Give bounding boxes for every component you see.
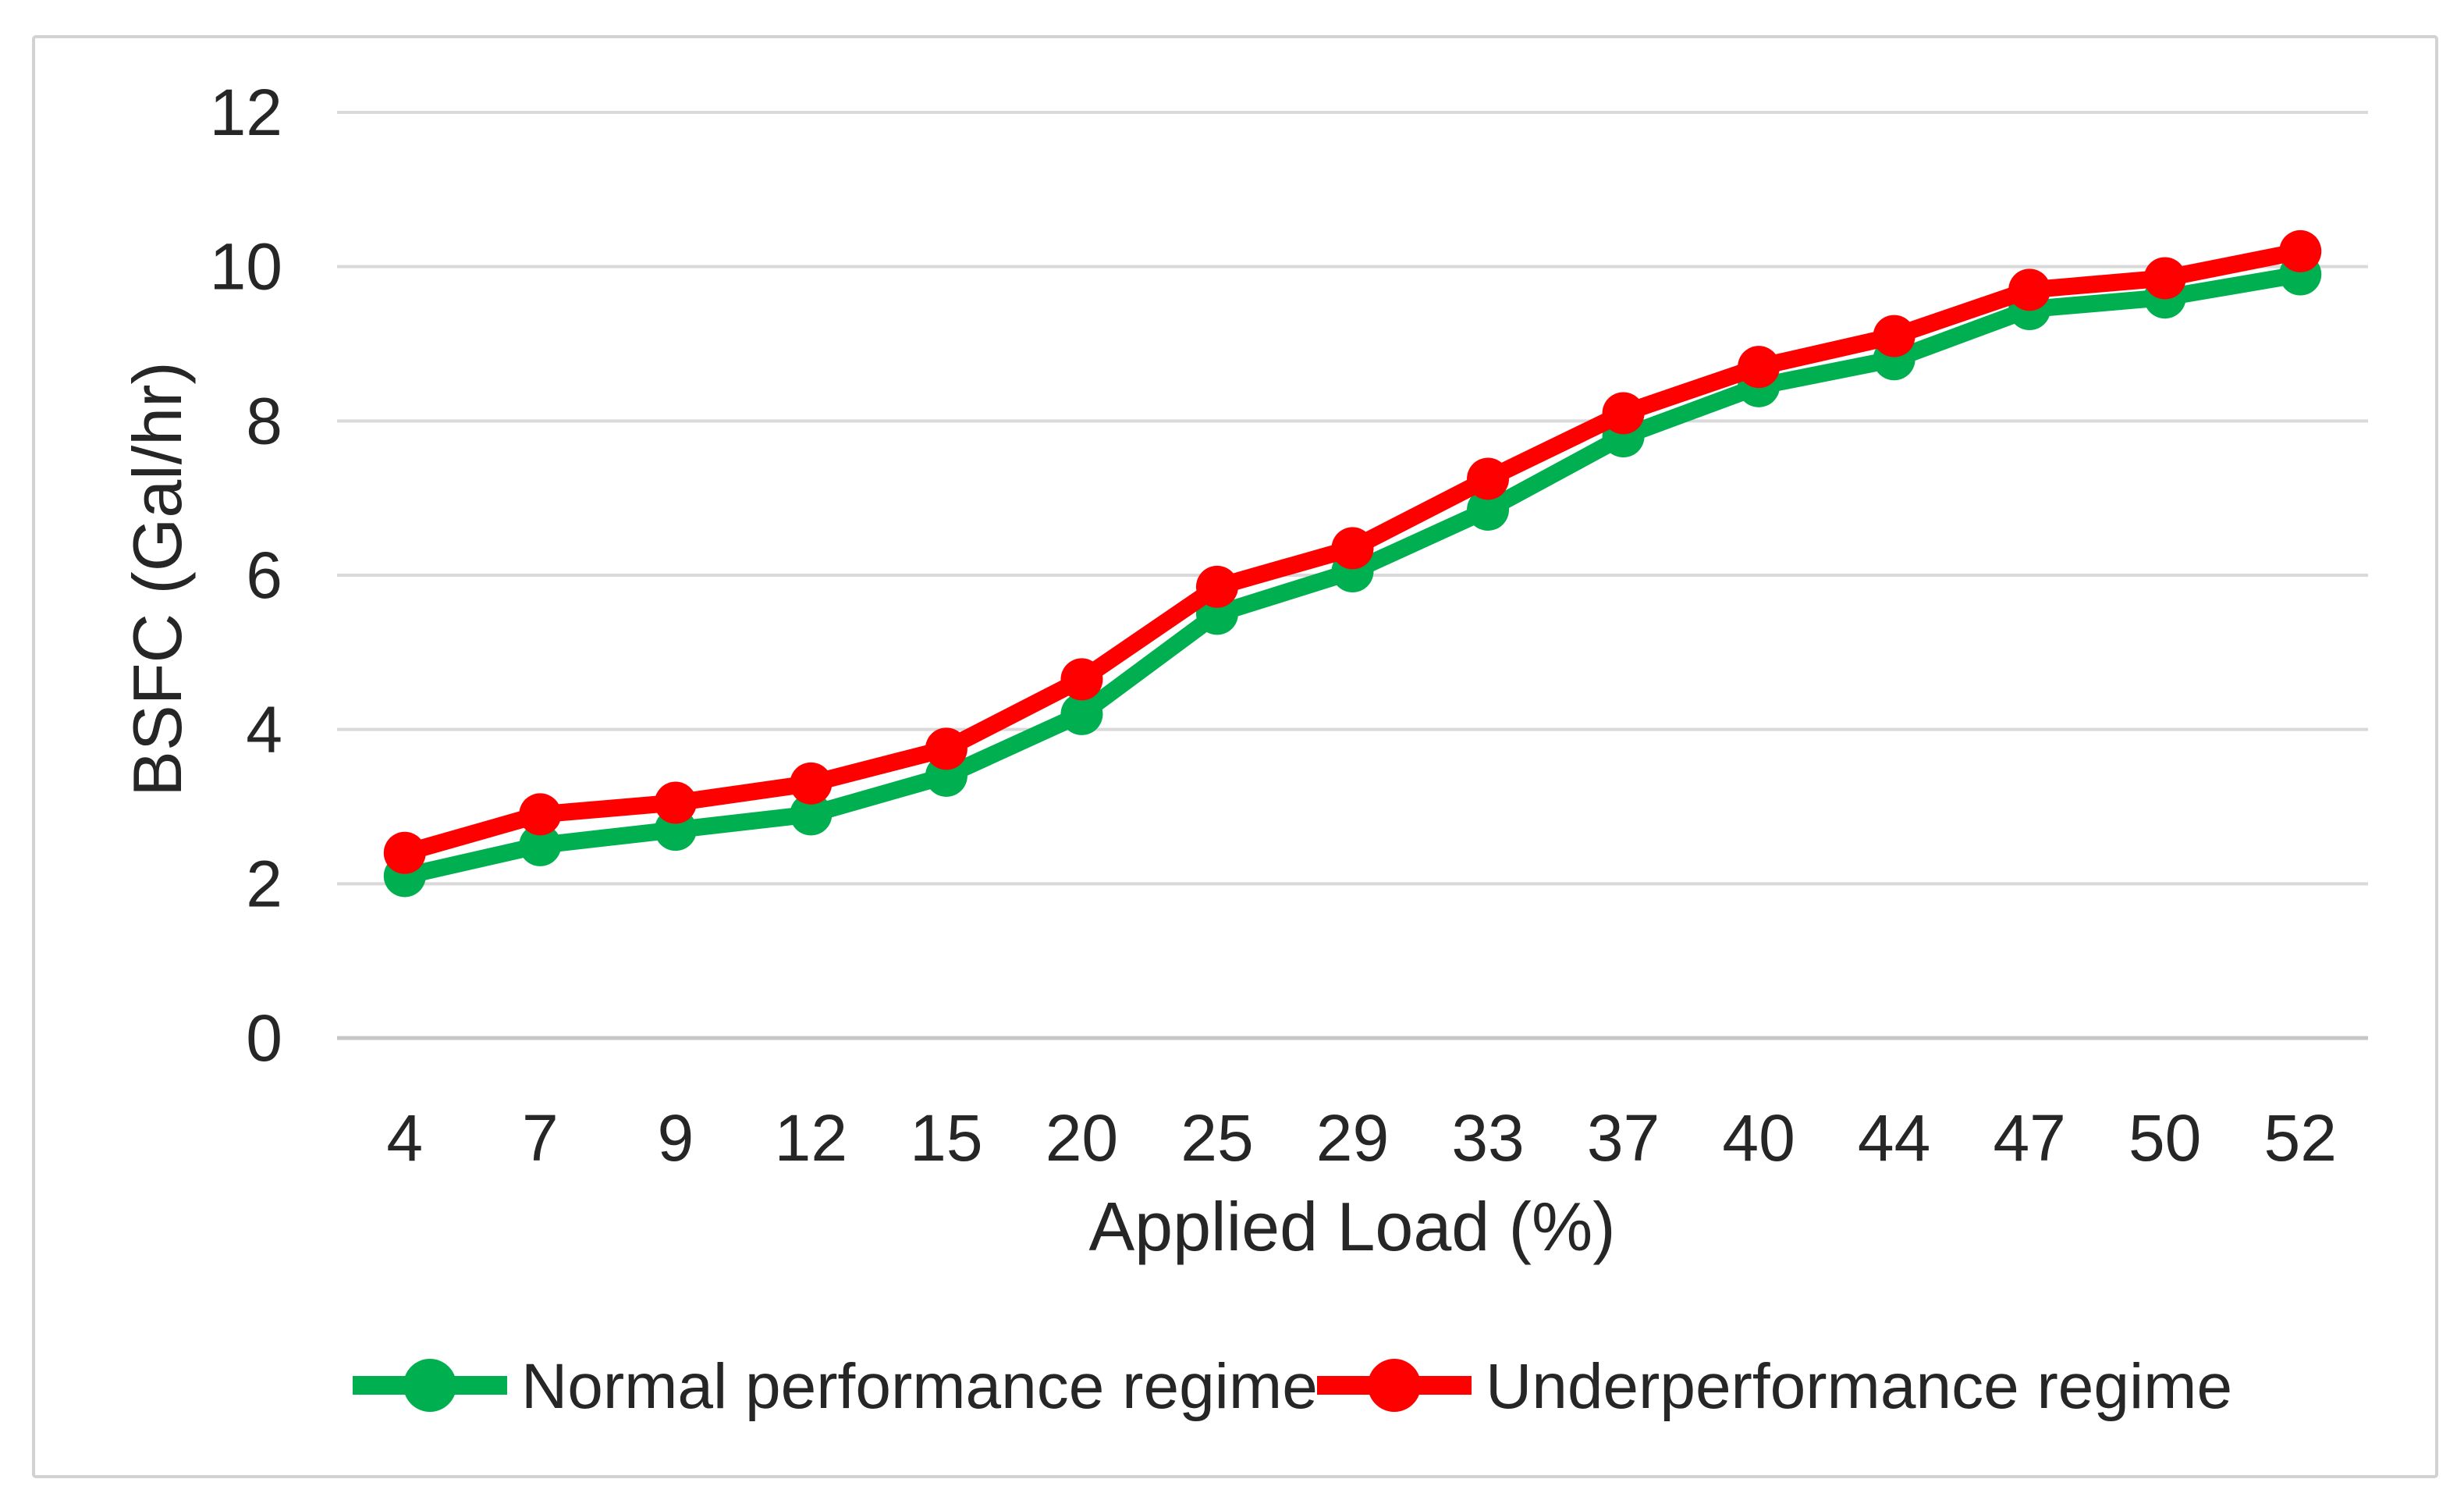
data-point-normal-x7 xyxy=(519,823,562,866)
y-tick-label-10: 10 xyxy=(210,230,282,304)
gridlines xyxy=(337,111,2368,1040)
legend-swatch-marker-normal xyxy=(403,1359,456,1412)
y-tick-label-8: 8 xyxy=(246,384,282,457)
data-point-under-x4 xyxy=(383,831,426,874)
x-tick-label-47: 47 xyxy=(1993,1101,2065,1175)
y-tick-label-6: 6 xyxy=(246,539,282,612)
data-point-under-x7 xyxy=(519,793,562,836)
x-tick-label-44: 44 xyxy=(1858,1101,1930,1175)
legend-item-normal: Normal performance regime xyxy=(353,1351,1318,1422)
data-point-under-x33 xyxy=(1467,457,1510,500)
x-tick-label-52: 52 xyxy=(2264,1101,2337,1175)
data-point-under-x9 xyxy=(654,781,697,824)
data-point-under-x15 xyxy=(925,727,967,770)
data-point-under-x20 xyxy=(1060,658,1103,701)
data-point-under-x47 xyxy=(2008,268,2051,311)
legend-label-underperformance: Underperformance regime xyxy=(1486,1351,2232,1422)
x-tick-label-9: 9 xyxy=(657,1101,694,1175)
y-axis-title: BSFC (Gal/hr) xyxy=(119,361,196,796)
x-tick-label-29: 29 xyxy=(1316,1101,1389,1175)
data-point-under-x44 xyxy=(1873,315,1915,357)
data-point-normal-x12 xyxy=(790,793,833,836)
x-axis-tick-labels: 4 7 9 12 15 20 25 29 33 37 40 44 47 50 52 xyxy=(386,1101,2337,1175)
data-point-normal-x33 xyxy=(1467,488,1510,531)
y-tick-label-12: 12 xyxy=(210,76,282,149)
x-tick-label-4: 4 xyxy=(386,1101,423,1175)
x-tick-label-20: 20 xyxy=(1046,1101,1118,1175)
data-point-normal-x20 xyxy=(1060,692,1103,735)
x-tick-label-37: 37 xyxy=(1587,1101,1660,1175)
legend-label-normal: Normal performance regime xyxy=(521,1351,1318,1422)
y-tick-label-0: 0 xyxy=(246,1001,282,1075)
x-tick-label-12: 12 xyxy=(775,1101,847,1175)
figure-border xyxy=(32,35,2438,1478)
legend-swatch-marker-underperformance xyxy=(1368,1359,1421,1412)
data-point-under-x37 xyxy=(1602,392,1645,435)
legend: Normal performance regime Underperforman… xyxy=(353,1351,2232,1422)
x-tick-label-40: 40 xyxy=(1722,1101,1795,1175)
data-point-under-x25 xyxy=(1195,565,1238,608)
y-tick-label-4: 4 xyxy=(246,693,282,766)
data-point-under-x52 xyxy=(2279,229,2322,272)
data-point-under-x29 xyxy=(1331,527,1374,570)
legend-item-underperformance: Underperformance regime xyxy=(1317,1351,2232,1422)
data-point-under-x12 xyxy=(790,762,833,805)
data-point-under-x40 xyxy=(1738,346,1781,389)
series-underperformance xyxy=(383,229,2322,874)
x-tick-label-7: 7 xyxy=(522,1101,559,1175)
x-tick-label-33: 33 xyxy=(1451,1101,1524,1175)
series-layer xyxy=(383,229,2322,898)
y-tick-label-2: 2 xyxy=(246,847,282,920)
x-tick-label-50: 50 xyxy=(2128,1101,2201,1175)
x-tick-label-25: 25 xyxy=(1181,1101,1253,1175)
data-point-under-x50 xyxy=(2143,257,2186,300)
y-axis-tick-labels: 0 2 4 6 8 10 12 xyxy=(210,76,282,1075)
x-tick-label-15: 15 xyxy=(910,1101,982,1175)
x-axis-title: Applied Load (%) xyxy=(1088,1188,1615,1265)
